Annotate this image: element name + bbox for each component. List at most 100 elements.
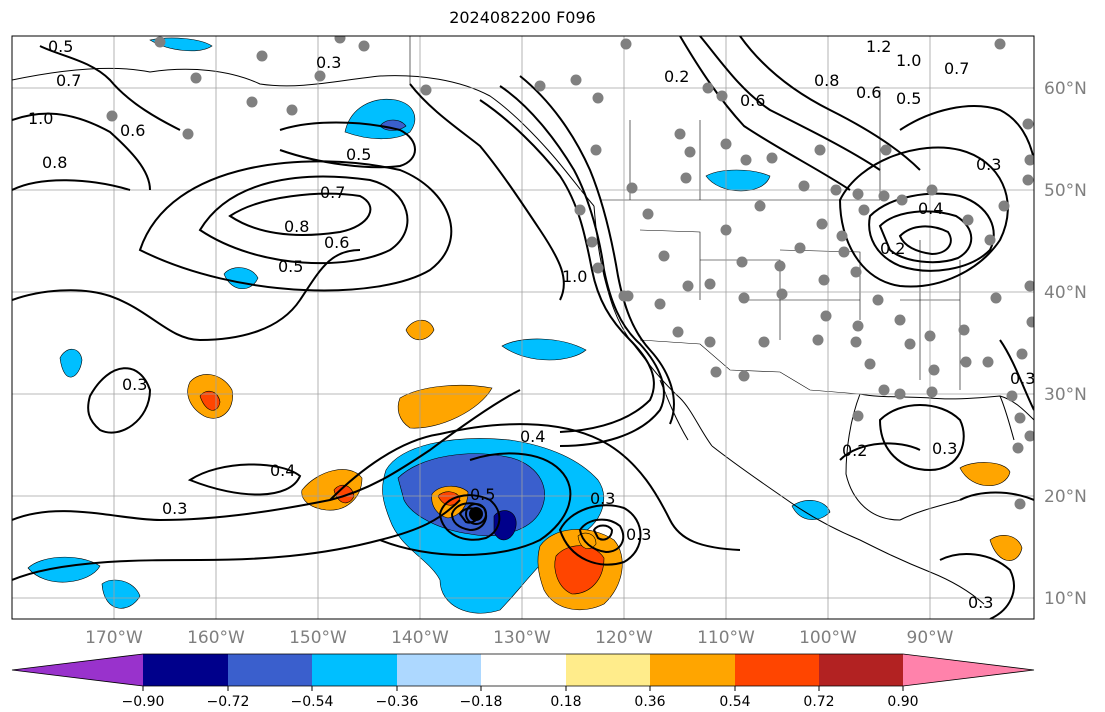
station-marker — [736, 256, 748, 268]
contour-line — [999, 339, 1034, 411]
station-marker — [1024, 154, 1034, 166]
station-marker — [654, 298, 666, 310]
state-border-2 — [700, 259, 781, 340]
lon-tick-label: 100°W — [799, 628, 857, 648]
contour-line — [739, 36, 921, 171]
station-marker — [960, 356, 972, 368]
contour-line — [519, 75, 675, 425]
contour-line — [438, 494, 501, 541]
contour-label: 0.3 — [316, 53, 341, 72]
contour-label: 0.6 — [740, 91, 765, 110]
lat-tick-label: 20°N — [1044, 487, 1087, 507]
contour-line — [187, 463, 302, 496]
station-marker — [1022, 174, 1034, 186]
station-marker — [894, 314, 906, 326]
contour-line — [329, 423, 741, 551]
station-marker — [774, 260, 786, 272]
colorbar-extend-low — [12, 654, 143, 686]
contour-line — [12, 179, 131, 191]
contour-line — [878, 210, 973, 264]
contour-line — [12, 249, 361, 342]
colorbar-bin — [650, 654, 735, 686]
colorbar-bin — [735, 654, 819, 686]
station-marker — [672, 326, 684, 338]
contour-lines — [12, 36, 1034, 619]
contour-line — [499, 85, 665, 447]
station-marker — [586, 236, 598, 248]
lon-tick-label: 110°W — [697, 628, 755, 648]
station-marker — [928, 364, 940, 376]
lon-tick-label: 120°W — [595, 628, 653, 648]
station-marker — [592, 92, 604, 104]
colorbar-tick-label: 0.54 — [719, 694, 750, 710]
colorbar-tick-label: 0.72 — [803, 694, 834, 710]
contour-label: 0.4 — [270, 461, 295, 480]
station-marker — [984, 234, 996, 246]
contour-label: 0.8 — [284, 217, 309, 236]
station-marker — [994, 38, 1006, 50]
contour-line — [198, 175, 409, 265]
contour-line — [592, 524, 614, 541]
orange-region-caribbean — [989, 535, 1023, 561]
station-marker — [878, 384, 890, 396]
colorbar: −0.90 −0.72 −0.54 −0.36 −0.18 0.18 0.36 … — [11, 653, 1035, 710]
station-marker — [314, 70, 326, 82]
contour-label: 0.5 — [278, 257, 303, 276]
station-marker — [820, 310, 832, 322]
station-marker — [620, 38, 632, 50]
station-markers — [106, 36, 1034, 510]
contour-line — [558, 504, 642, 566]
gulf-coast — [859, 393, 1034, 421]
station-marker — [626, 182, 638, 194]
station-marker — [1014, 498, 1026, 510]
colorbar-tick-label: 0.18 — [550, 694, 581, 710]
contour-label: 0.7 — [56, 71, 81, 90]
station-marker — [758, 336, 770, 348]
station-marker — [574, 204, 586, 216]
station-marker — [982, 356, 994, 368]
station-marker — [182, 128, 194, 140]
contour-label: 0.6 — [856, 83, 881, 102]
contour-line — [939, 553, 1015, 619]
lon-tick-label: 140°W — [391, 628, 449, 648]
contour-label: 0.3 — [626, 525, 651, 544]
colorbar-bin — [397, 654, 481, 686]
lon-tick-labels: 170°W 160°W 150°W 140°W 130°W 120°W 110°… — [85, 628, 954, 648]
station-marker — [420, 84, 432, 96]
station-marker — [592, 262, 604, 274]
station-marker — [658, 250, 670, 262]
colorbar-bin — [481, 654, 566, 686]
contour-label: 0.8 — [42, 153, 67, 172]
contour-line — [898, 225, 952, 256]
station-marker — [872, 294, 884, 306]
state-border-3 — [779, 249, 861, 320]
contour-line — [578, 518, 625, 554]
station-marker — [358, 40, 370, 52]
contour-label: 1.2 — [866, 37, 891, 56]
lat-tick-labels: 10°N 20°N 30°N 40°N 50°N 60°N — [1044, 79, 1087, 609]
lon-tick-label: 150°W — [289, 628, 347, 648]
contour-line — [899, 105, 1034, 161]
map-frame — [11, 35, 1035, 620]
colorbar-tick-label: −0.36 — [376, 694, 419, 710]
contour-label: 0.2 — [880, 239, 905, 258]
contour-line — [12, 499, 461, 581]
red-region-south — [554, 545, 605, 595]
station-marker — [858, 204, 870, 216]
lon-tick-label: 170°W — [85, 628, 143, 648]
contour-label: 0.2 — [664, 67, 689, 86]
contour-label: 0.3 — [122, 375, 147, 394]
station-marker — [894, 388, 906, 400]
contour-line — [279, 121, 416, 169]
colorbar-bin — [228, 654, 312, 686]
lon-tick-label: 160°W — [187, 628, 245, 648]
contour-line — [379, 452, 572, 556]
station-marker — [838, 246, 850, 258]
orange-region-2 — [397, 384, 493, 429]
contour-label: 0.3 — [976, 155, 1001, 174]
blue-region-nw — [149, 37, 213, 52]
contour-label: 0.5 — [470, 485, 495, 504]
station-marker — [684, 146, 696, 158]
colorbar-tick-label: −0.18 — [460, 694, 503, 710]
station-marker — [926, 184, 938, 196]
